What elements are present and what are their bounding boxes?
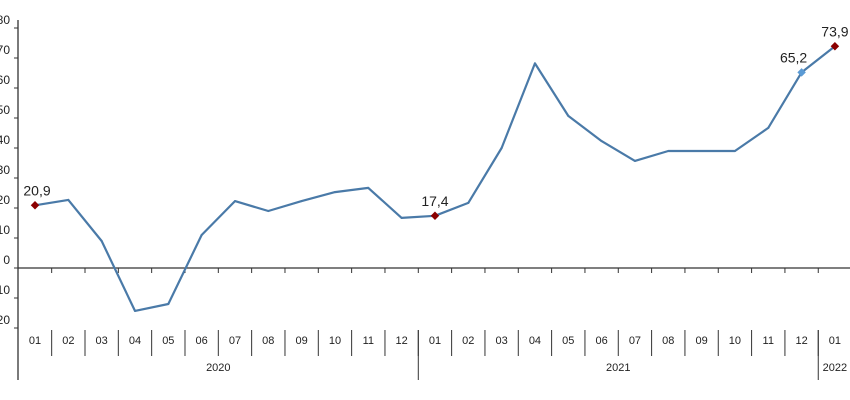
x-category-label: 12: [795, 335, 807, 347]
data-marker: [30, 201, 40, 210]
x-category-label: 09: [695, 335, 707, 347]
data-point: [233, 200, 236, 203]
x-category-label: 02: [462, 335, 474, 347]
data-point: [633, 159, 636, 162]
data-point: [100, 240, 103, 242]
y-tick-label: 0: [3, 253, 10, 267]
data-point: [567, 114, 570, 117]
x-category-label: 08: [662, 335, 674, 347]
x-category-label: 12: [396, 335, 408, 347]
x-category-label: 01: [29, 335, 41, 347]
x-category-label: 01: [829, 335, 841, 347]
data-point: [733, 150, 736, 152]
data-point: [167, 303, 170, 305]
data-label: 17,4: [421, 193, 448, 209]
x-category-label: 04: [129, 335, 141, 347]
data-point: [267, 210, 270, 212]
x-category-label: 05: [562, 335, 574, 347]
series-line: [34, 45, 836, 312]
data-point: [400, 216, 403, 219]
x-category-label: 09: [296, 335, 308, 347]
data-point: [300, 200, 303, 203]
data-point: [600, 140, 603, 143]
y-tick-label: -20: [0, 313, 10, 327]
data-label: 73,9: [821, 23, 848, 39]
x-category-label: 11: [363, 335, 374, 347]
data-point: [533, 62, 536, 65]
data-point: [67, 198, 70, 201]
x-category-label: 10: [329, 335, 341, 347]
data-point: [667, 150, 670, 152]
x-category-label: 03: [495, 335, 507, 347]
y-tick-label: 10: [0, 223, 10, 237]
x-category-label: 07: [629, 335, 641, 347]
y-tick-label: 20: [0, 193, 10, 207]
x-category-label: 11: [763, 335, 774, 347]
x-category-label: 05: [162, 335, 174, 347]
y-tick-label: 70: [0, 43, 10, 57]
data-point: [467, 201, 470, 204]
x-year-label: 2020: [206, 362, 230, 374]
data-point: [767, 126, 770, 129]
x-year-label: 2022: [823, 362, 847, 374]
y-tick-label: -10: [0, 283, 10, 297]
x-category-label: 07: [229, 335, 241, 347]
x-category-label: 06: [595, 335, 607, 347]
data-label: 65,2: [780, 49, 807, 65]
y-tick-label: 40: [0, 133, 10, 147]
data-point: [333, 191, 336, 194]
x-category-label: 03: [96, 335, 108, 347]
data-point: [500, 147, 503, 149]
x-year-label: 2021: [606, 362, 630, 374]
data-label: 20,9: [23, 182, 50, 198]
x-category-label: 08: [262, 335, 274, 347]
y-tick-label: 80: [0, 13, 10, 27]
y-tick-label: 50: [0, 103, 10, 117]
x-category-label: 04: [529, 335, 541, 347]
x-category-label: 10: [729, 335, 741, 347]
data-marker: [430, 211, 440, 221]
y-tick-label: 30: [0, 163, 10, 177]
y-tick-label: 60: [0, 73, 10, 87]
x-category-label: 06: [196, 335, 208, 347]
x-category-label: 02: [62, 335, 74, 347]
data-point: [133, 309, 136, 312]
data-point: [700, 150, 703, 152]
data-point: [367, 186, 370, 189]
x-category-label: 01: [429, 335, 441, 347]
data-point: [200, 234, 203, 236]
